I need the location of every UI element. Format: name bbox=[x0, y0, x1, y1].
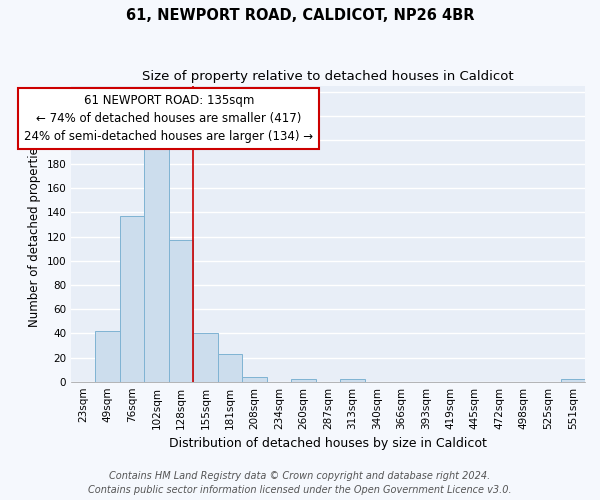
Text: Contains HM Land Registry data © Crown copyright and database right 2024.
Contai: Contains HM Land Registry data © Crown c… bbox=[88, 471, 512, 495]
Bar bbox=[340, 380, 365, 382]
Bar bbox=[193, 334, 218, 382]
Bar bbox=[120, 216, 145, 382]
Bar bbox=[218, 354, 242, 382]
Title: Size of property relative to detached houses in Caldicot: Size of property relative to detached ho… bbox=[142, 70, 514, 83]
Text: 61, NEWPORT ROAD, CALDICOT, NP26 4BR: 61, NEWPORT ROAD, CALDICOT, NP26 4BR bbox=[126, 8, 474, 22]
Text: 61 NEWPORT ROAD: 135sqm
← 74% of detached houses are smaller (417)
24% of semi-d: 61 NEWPORT ROAD: 135sqm ← 74% of detache… bbox=[25, 94, 313, 143]
Bar bbox=[242, 377, 267, 382]
Bar bbox=[95, 331, 120, 382]
Bar bbox=[560, 380, 585, 382]
Bar bbox=[145, 140, 169, 382]
X-axis label: Distribution of detached houses by size in Caldicot: Distribution of detached houses by size … bbox=[169, 437, 487, 450]
Bar bbox=[291, 380, 316, 382]
Y-axis label: Number of detached properties: Number of detached properties bbox=[28, 140, 41, 326]
Bar bbox=[169, 240, 193, 382]
